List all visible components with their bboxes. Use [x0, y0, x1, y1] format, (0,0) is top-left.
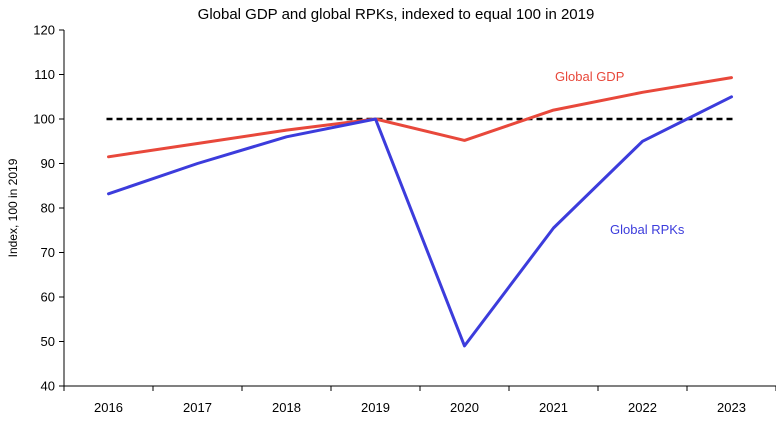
x-tick-label: 2023 [717, 400, 746, 415]
series-label-rpks: Global RPKs [610, 222, 685, 237]
chart-title: Global GDP and global RPKs, indexed to e… [198, 6, 595, 23]
y-tick-label: 80 [41, 201, 55, 216]
x-tick-label: 2017 [183, 400, 212, 415]
axes: 40 50 60 70 80 90 100 110 120 2016 2017 2018 2019 202… [33, 23, 776, 415]
y-tick-label: 110 [34, 67, 55, 82]
series-layer [107, 76, 733, 348]
x-tick-label: 2018 [272, 400, 301, 415]
x-tick-label: 2021 [539, 400, 568, 415]
y-axis-label: Index, 100 in 2019 [6, 158, 20, 257]
y-tick-label: 120 [33, 23, 55, 38]
y-tick-label: 60 [41, 290, 55, 305]
series-line-global-rpks [107, 95, 733, 348]
y-tick-label: 90 [41, 156, 55, 171]
x-tick-label: 2022 [628, 400, 657, 415]
y-tick-label: 70 [41, 245, 55, 260]
y-tick-label: 50 [41, 334, 55, 349]
x-tick-label: 2016 [94, 400, 123, 415]
x-tick-label: 2020 [450, 400, 479, 415]
series-label-gdp: Global GDP [555, 69, 624, 84]
y-tick-label: 100 [33, 112, 55, 127]
x-tick-label: 2019 [361, 400, 390, 415]
series-line-global-gdp [107, 76, 733, 159]
y-tick-label: 40 [41, 379, 55, 394]
